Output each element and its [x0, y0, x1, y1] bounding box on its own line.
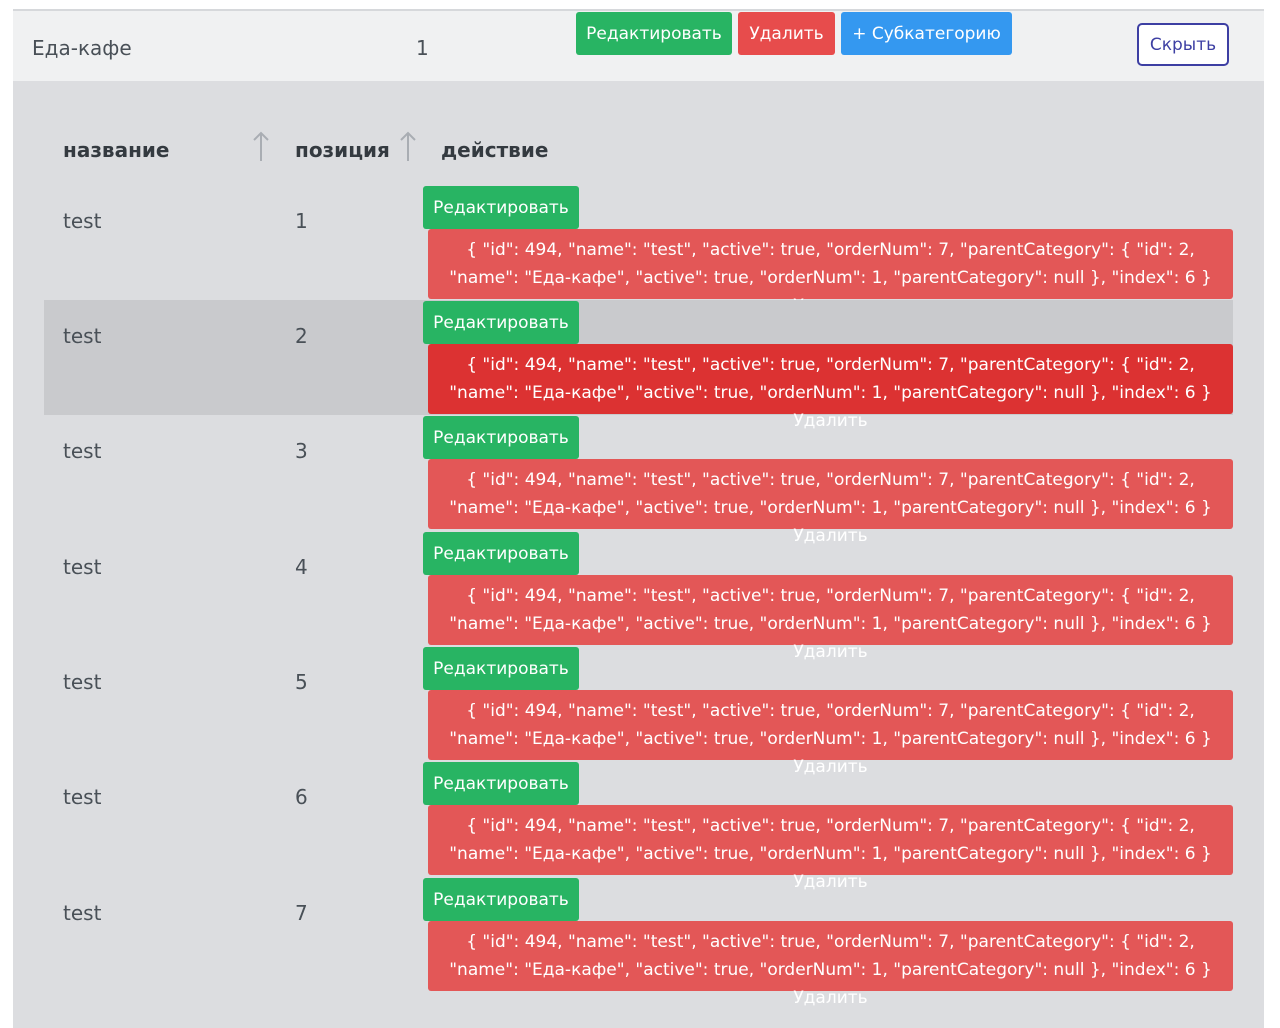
row-position: 4	[295, 555, 308, 579]
table-row: test 5 Редактировать { "id": 494, "name"…	[44, 646, 1233, 777]
row-name: test	[63, 901, 102, 925]
table-row: test 3 Редактировать { "id": 494, "name"…	[44, 415, 1233, 546]
row-position: 3	[295, 439, 308, 463]
row-name: test	[63, 324, 102, 348]
add-subcategory-button[interactable]: + Субкатегорию	[841, 12, 1012, 55]
edit-subcategory-button[interactable]: Редактировать	[423, 186, 579, 229]
row-position: 2	[295, 324, 308, 348]
row-name: test	[63, 785, 102, 809]
sort-arrow-up-icon[interactable]	[251, 131, 271, 163]
table-row: test 7 Редактировать { "id": 494, "name"…	[44, 877, 1233, 1008]
column-header-action: действие	[441, 138, 549, 162]
table-row: test 2 Редактировать { "id": 494, "name"…	[44, 300, 1233, 431]
delete-subcategory-button[interactable]: { "id": 494, "name": "test", "active": t…	[428, 229, 1233, 316]
row-position: 5	[295, 670, 308, 694]
delete-subcategory-button[interactable]: { "id": 494, "name": "test", "active": t…	[428, 805, 1233, 892]
delete-subcategory-button[interactable]: { "id": 494, "name": "test", "active": t…	[428, 575, 1233, 662]
edit-subcategory-button[interactable]: Редактировать	[423, 532, 579, 575]
sort-arrow-up-icon[interactable]	[398, 131, 418, 163]
table-row: test 6 Редактировать { "id": 494, "name"…	[44, 761, 1233, 892]
edit-subcategory-button[interactable]: Редактировать	[423, 647, 579, 690]
edit-subcategory-button[interactable]: Редактировать	[423, 416, 579, 459]
edit-subcategory-button[interactable]: Редактировать	[423, 878, 579, 921]
row-position: 6	[295, 785, 308, 809]
row-position: 7	[295, 901, 308, 925]
subcategory-panel: название позиция действие test 1 Редакти…	[13, 81, 1264, 1028]
row-name: test	[63, 670, 102, 694]
delete-subcategory-button[interactable]: { "id": 494, "name": "test", "active": t…	[428, 921, 1233, 1008]
table-row: test 4 Редактировать { "id": 494, "name"…	[44, 531, 1233, 662]
category-name: Еда-кафе	[32, 36, 132, 60]
category-row: Еда-кафе 1 Редактировать Удалить + Субка…	[13, 11, 1264, 81]
top-divider	[13, 9, 1264, 11]
edit-subcategory-button[interactable]: Редактировать	[423, 301, 579, 344]
table-row: test 1 Редактировать { "id": 494, "name"…	[44, 185, 1233, 316]
row-name: test	[63, 209, 102, 233]
edit-category-button[interactable]: Редактировать	[576, 12, 732, 55]
category-position: 1	[416, 36, 429, 60]
edit-subcategory-button[interactable]: Редактировать	[423, 762, 579, 805]
delete-subcategory-button[interactable]: { "id": 494, "name": "test", "active": t…	[428, 690, 1233, 777]
column-header-name[interactable]: название	[63, 138, 170, 162]
hide-button[interactable]: Скрыть	[1137, 23, 1229, 66]
row-name: test	[63, 555, 102, 579]
row-name: test	[63, 439, 102, 463]
delete-subcategory-button[interactable]: { "id": 494, "name": "test", "active": t…	[428, 459, 1233, 546]
row-position: 1	[295, 209, 308, 233]
delete-category-button[interactable]: Удалить	[738, 12, 835, 55]
column-header-position[interactable]: позиция	[295, 138, 390, 162]
delete-subcategory-button[interactable]: { "id": 494, "name": "test", "active": t…	[428, 344, 1233, 431]
